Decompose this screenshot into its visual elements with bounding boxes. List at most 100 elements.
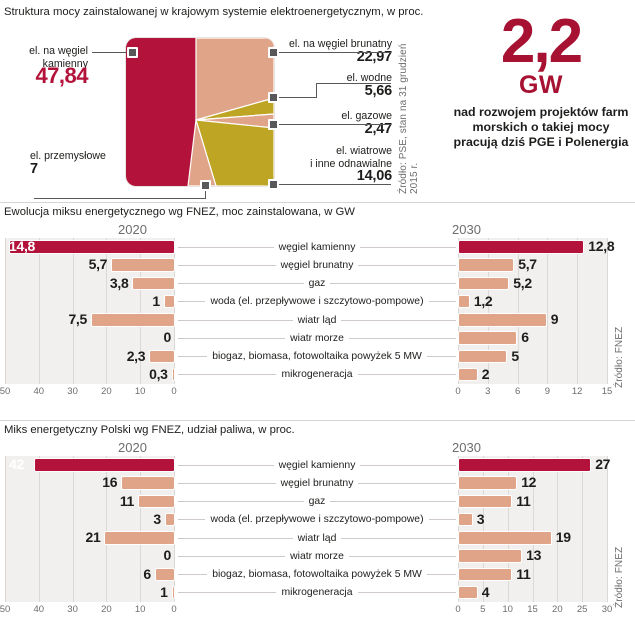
gridline (140, 456, 142, 602)
bar[interactable] (163, 294, 175, 309)
bar[interactable] (171, 585, 175, 600)
bar[interactable] (458, 494, 513, 508)
callout-number: 2,2 (500, 7, 583, 76)
category-label-row: woda (el. przepływowe i szczytowo-pompow… (178, 511, 456, 529)
pie-label-wiatrowe-line1: el. wiatrowe (336, 145, 392, 157)
bar-row: 1,2 (458, 293, 608, 311)
bar-value-label: 0 (163, 547, 172, 564)
axis-tick: 15 (527, 604, 538, 615)
bar[interactable] (104, 531, 175, 545)
label-connector-right (426, 356, 457, 358)
bar[interactable] (458, 476, 518, 490)
bar[interactable] (458, 585, 478, 600)
bar-row: 12 (458, 474, 608, 492)
bar[interactable] (132, 276, 175, 290)
bar[interactable] (458, 458, 592, 472)
pie-value-wodne: 5,66 (364, 82, 393, 99)
pct-year-2030: 2030 (452, 440, 481, 455)
axis-tick: 0 (455, 386, 461, 397)
label-connector-left (178, 519, 206, 521)
bar[interactable] (458, 258, 515, 272)
bar[interactable] (458, 276, 510, 290)
category-label: wiatr morze (290, 332, 344, 344)
label-connector-right (428, 519, 456, 521)
gridline (106, 238, 108, 384)
label-connector-right (358, 482, 456, 484)
bar-value-label: 14,8 (9, 238, 36, 254)
bar[interactable] (164, 512, 175, 527)
axis-tick: 10 (134, 386, 146, 397)
category-label-row: wiatr ląd (178, 311, 457, 329)
bar[interactable] (458, 313, 547, 327)
bar-value-label: 5 (511, 347, 519, 364)
label-connector-left (178, 464, 274, 466)
bar[interactable] (138, 494, 175, 508)
bar[interactable] (458, 240, 585, 254)
gridline (72, 456, 74, 602)
gw-bars-2020: 14,8 5,7 3,8 1 7,5 0 2,3 0,3 (0, 238, 635, 384)
category-label: mikrogeneracja (281, 369, 353, 381)
bar[interactable] (458, 331, 518, 345)
bar[interactable] (458, 367, 478, 382)
gridline (487, 238, 489, 384)
pie-handle-wiatrowe[interactable] (268, 179, 279, 190)
label-connector-right (426, 574, 457, 576)
leader-gazowe (277, 124, 391, 125)
pie-handle-przemyslowe[interactable] (200, 180, 211, 191)
gridline (482, 456, 484, 602)
bar[interactable] (33, 458, 175, 472)
bar[interactable] (458, 567, 513, 581)
bar[interactable] (111, 258, 175, 272)
pie-handle-wodne[interactable] (268, 92, 279, 103)
bar[interactable] (154, 567, 175, 581)
bar[interactable] (458, 294, 470, 309)
bar[interactable] (149, 349, 175, 363)
pct-section-title: Miks energetyczny Polski wg FNEZ, udział… (4, 424, 295, 436)
pie-handle-kamienny[interactable] (127, 47, 138, 58)
label-connector-left (178, 574, 208, 576)
gridline (72, 238, 74, 384)
gridline (577, 238, 579, 384)
pct-source-note: Źródło: FNEZ (614, 546, 625, 608)
bar-value-label: 42 (9, 456, 24, 472)
label-connector-right (357, 592, 457, 594)
gw-bars-2030: 12,8 5,7 5,2 1,2 9 6 5 2 (0, 238, 635, 384)
axis-tick: 6 (514, 386, 521, 397)
gw-year-2030: 2030 (452, 222, 481, 237)
axis-tick: 0 (171, 386, 177, 397)
bar[interactable] (91, 313, 175, 327)
bar[interactable] (458, 549, 523, 563)
label-connector-left (178, 337, 286, 339)
category-label-row: mikrogeneracja (178, 366, 457, 384)
gridline (5, 456, 6, 602)
category-label-row: biogaz, biomasa, fotowoltaika powyżek 5 … (178, 566, 457, 584)
gridline (174, 456, 175, 602)
category-label-row: gaz (178, 275, 457, 293)
bar-row: 0 (5, 547, 175, 565)
bar[interactable] (458, 531, 552, 545)
axis-tick: 40 (33, 604, 45, 615)
bar-row: 11 (458, 566, 608, 584)
bar-row: 5,2 (458, 275, 608, 293)
bar-value-label: 6 (521, 329, 529, 346)
bar[interactable] (171, 367, 175, 382)
callout-unit: GW (518, 71, 564, 99)
leader-wodne-b (316, 83, 317, 98)
pie-handle-gazowe[interactable] (268, 119, 279, 130)
bar-row: 2 (458, 366, 608, 384)
page-title: Struktura mocy zainstalowanej w krajowym… (4, 6, 424, 18)
offshore-capacity-callout: 2,2 GW nad rozwojem projektów farm morsk… (452, 7, 630, 151)
bar[interactable] (121, 476, 175, 490)
installed-capacity-structure-section: Struktura mocy zainstalowanej w krajowym… (0, 0, 635, 202)
bar[interactable] (9, 240, 175, 254)
bar[interactable] (458, 512, 473, 527)
bar-row: 9 (458, 311, 608, 329)
category-label: wiatr ląd (297, 314, 337, 326)
gw-section-title: Ewolucja miksu energetycznego wg FNEZ, m… (4, 206, 355, 218)
capacity-pie-chart (126, 38, 274, 186)
pie-handle-brunatny[interactable] (268, 47, 279, 58)
capacity-evolution-section: Ewolucja miksu energetycznego wg FNEZ, m… (0, 202, 635, 420)
pie-label-wiatrowe-line2: i inne odnawialne (310, 157, 392, 170)
bar-row: 5,7 (458, 256, 608, 274)
bar[interactable] (458, 349, 508, 363)
